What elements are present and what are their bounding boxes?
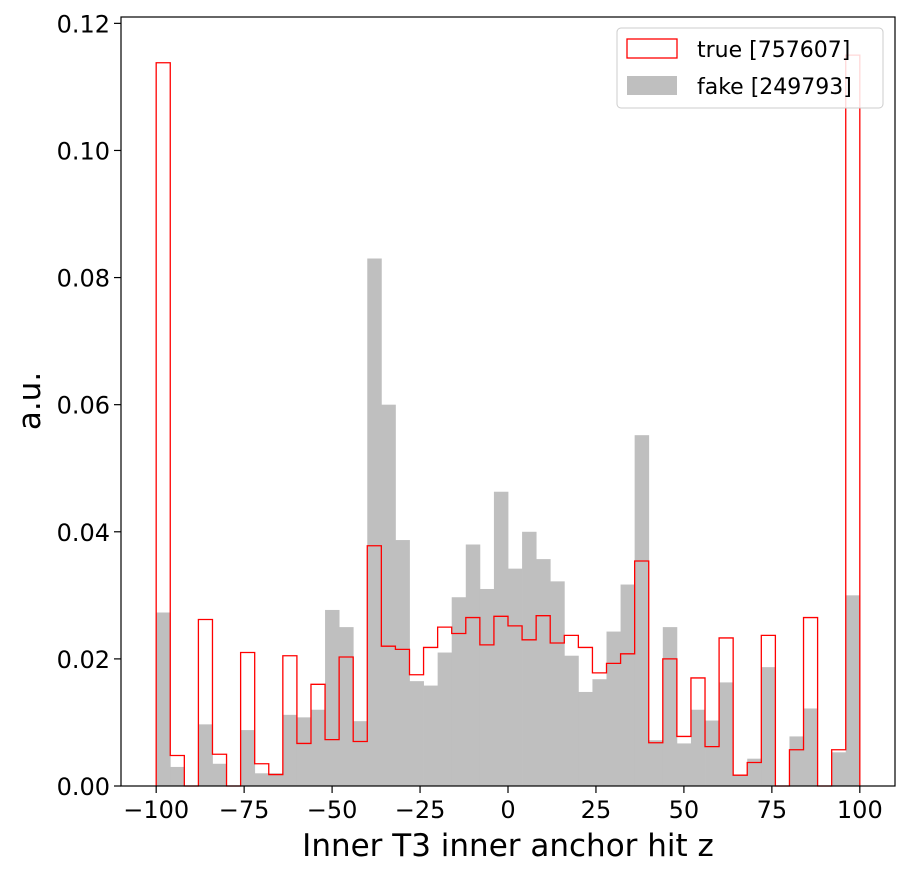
fake-bar — [747, 758, 762, 786]
fake-bar — [536, 559, 551, 786]
true-histogram-step — [155, 54, 861, 787]
x-tick-label: −100 — [123, 796, 189, 824]
x-tick-label: 100 — [837, 796, 883, 824]
legend-true-swatch — [626, 38, 678, 59]
fake-bar — [437, 652, 453, 786]
fake-bar — [606, 631, 621, 786]
fake-bar — [240, 730, 256, 786]
legend: true [757607] fake [249793] — [616, 27, 884, 109]
fake-bar — [156, 612, 171, 786]
fake-bar — [733, 775, 748, 786]
x-tick-label: 50 — [669, 796, 700, 824]
fake-bar — [634, 435, 650, 786]
fake-bar — [550, 581, 565, 786]
fake-bar — [493, 491, 509, 786]
fake-bar — [409, 681, 424, 786]
x-tick-label: 25 — [581, 796, 612, 824]
x-tick-label: 75 — [757, 796, 788, 824]
fake-bar — [690, 709, 706, 786]
y-tick-label: 0.10 — [57, 137, 110, 165]
fake-bar — [254, 773, 270, 786]
fake-bar — [578, 691, 593, 786]
fake-bar — [212, 763, 227, 786]
fake-bar — [296, 717, 312, 786]
x-tick-label: −75 — [219, 796, 270, 824]
fake-bar — [648, 740, 664, 786]
fake-bar — [761, 667, 776, 786]
y-axis-title: a.u. — [12, 372, 48, 430]
legend-true-label: true [757607] — [697, 38, 850, 63]
legend-fake-swatch — [627, 76, 677, 95]
y-tick-label: 0.00 — [57, 773, 110, 801]
fake-bar — [451, 597, 467, 786]
fake-bar — [522, 531, 537, 786]
fake-bar — [479, 588, 495, 786]
fake-bar — [719, 682, 734, 786]
fake-bar — [465, 544, 481, 786]
x-axis-title: Inner T3 inner anchor hit z — [302, 828, 714, 864]
y-axis-ticks: 0.00 0.02 0.04 0.06 0.08 0.10 0.12 — [57, 10, 121, 801]
fake-bar — [845, 595, 861, 786]
fake-bar — [789, 736, 804, 786]
fake-bar — [170, 766, 185, 786]
x-tick-label: 0 — [500, 796, 515, 824]
fake-bar — [395, 540, 410, 786]
x-tick-label: −25 — [395, 796, 446, 824]
fake-bar — [310, 709, 326, 786]
y-tick-label: 0.12 — [57, 10, 110, 38]
legend-fake-label: fake [249793] — [697, 75, 852, 100]
fake-bar — [831, 752, 847, 786]
y-tick-label: 0.02 — [57, 646, 110, 674]
y-tick-label: 0.04 — [57, 519, 110, 547]
fake-bar — [705, 720, 720, 786]
fake-bar — [803, 708, 818, 786]
fake-bar — [676, 743, 692, 786]
fake-bar — [381, 404, 396, 786]
x-tick-label: −50 — [307, 796, 358, 824]
fake-bar — [620, 584, 636, 786]
fake-bar — [339, 627, 354, 786]
fake-bar — [268, 773, 284, 786]
fake-bar — [564, 655, 579, 786]
x-axis-ticks: −100 −75 −50 −25 0 25 50 75 100 — [123, 786, 883, 824]
fake-bar — [662, 627, 678, 786]
fake-bar — [353, 721, 368, 786]
legend-box — [616, 27, 884, 109]
fake-bar — [508, 568, 523, 786]
fake-bar — [367, 258, 382, 786]
fake-bar — [592, 679, 607, 786]
y-tick-label: 0.08 — [57, 265, 110, 293]
fake-bar — [423, 685, 439, 786]
fake-bar — [325, 609, 340, 786]
fake-bar — [198, 724, 213, 786]
y-tick-label: 0.06 — [57, 392, 110, 420]
fake-bar — [282, 714, 298, 786]
fake-histogram-bars — [156, 258, 861, 786]
